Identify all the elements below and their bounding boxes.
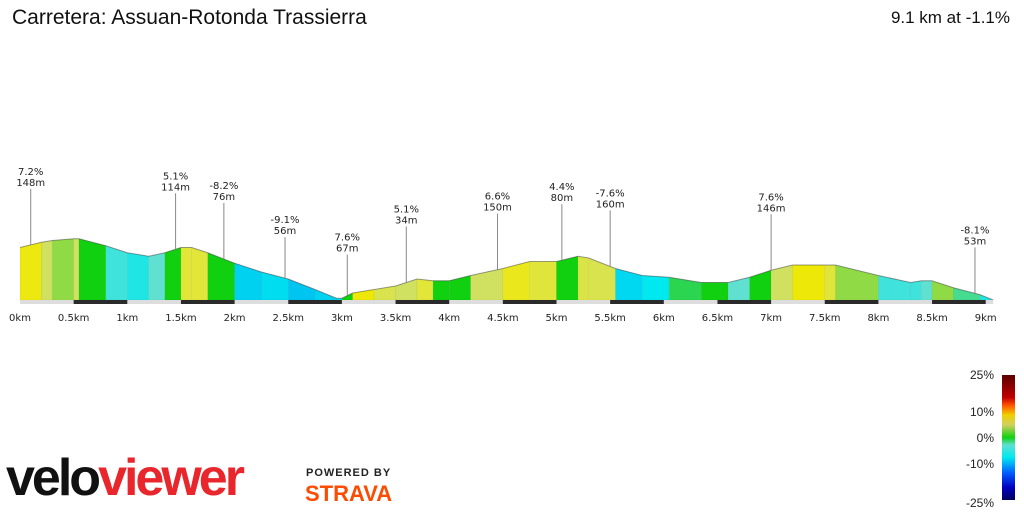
annotation-grade: 5.1% xyxy=(163,171,188,182)
profile-segment xyxy=(164,247,182,301)
distance-bar-band xyxy=(180,300,235,304)
profile-segment xyxy=(180,247,192,301)
profile-segment xyxy=(148,252,166,301)
x-tick-label: 2km xyxy=(224,313,246,324)
distance-bar-band xyxy=(288,300,342,304)
profile-segment xyxy=(127,252,150,301)
legend-label-neg25: -25% xyxy=(965,496,994,510)
profile-segment xyxy=(78,238,107,301)
annotation-grade: 6.6% xyxy=(485,192,510,203)
annotation-grade: 7.6% xyxy=(335,233,360,244)
x-tick-label: 6.5km xyxy=(702,313,733,324)
annotation-grade: -7.6% xyxy=(596,188,625,199)
distance-bar-band xyxy=(73,300,128,304)
annotation-elevation: 76m xyxy=(213,192,235,203)
legend-label-25: 25% xyxy=(969,368,994,382)
annotation-elevation: 34m xyxy=(395,216,417,227)
profile-segment xyxy=(416,278,434,301)
annotation-elevation: 80m xyxy=(551,193,573,204)
page-title: Carretera: Assuan-Rotonda Trassierra xyxy=(12,6,367,29)
x-tick-label: 0km xyxy=(9,313,31,324)
profile-segment xyxy=(588,257,616,301)
profile-segment xyxy=(470,268,504,301)
x-tick-label: 1.5km xyxy=(165,313,196,324)
profile-segment xyxy=(668,276,702,301)
profile-segment xyxy=(288,278,316,301)
profile-segment xyxy=(642,275,670,301)
profile-segment xyxy=(529,261,557,301)
x-tick-label: 3.5km xyxy=(380,313,411,324)
x-tick-label: 2.5km xyxy=(273,313,304,324)
annotation-grade: 4.4% xyxy=(549,182,574,193)
profile-outline xyxy=(19,238,994,301)
profile-segment xyxy=(921,280,933,301)
profile-segment xyxy=(615,268,643,301)
profile-segment xyxy=(701,282,729,301)
elevation-profile-chart: 0km 0.5km 1km 1.5km 2km 2.5km 3km 3.5km 4km 4.5km… xyxy=(9,167,997,324)
powered-by-label: POWERED BY xyxy=(306,467,392,479)
x-tick-label: 8.5km xyxy=(916,313,947,324)
annotation-elevation: 53m xyxy=(964,236,986,247)
annotation-grade: 7.6% xyxy=(758,192,783,203)
distance-bar-band xyxy=(610,300,664,304)
x-tick-label: 9km xyxy=(975,313,997,324)
distance-bar-band xyxy=(932,300,986,304)
route-summary: 9.1 km at -1.1% xyxy=(890,8,1010,27)
profile-segment xyxy=(41,240,53,301)
annotation-elevation: 160m xyxy=(596,199,625,210)
x-tick-label: 7.5km xyxy=(809,313,840,324)
profile-segment xyxy=(749,269,772,301)
profile-segment xyxy=(19,241,42,301)
annotation-grade: 5.1% xyxy=(394,205,419,216)
x-tick-label: 0.5km xyxy=(58,313,89,324)
x-tick-label: 6km xyxy=(653,313,675,324)
x-tick-label: 5km xyxy=(546,313,568,324)
profile-segment xyxy=(105,245,128,301)
distance-bar-band xyxy=(395,300,450,304)
profile-segment xyxy=(261,271,289,301)
annotation-grade: -8.1% xyxy=(960,225,989,236)
distance-bar-band xyxy=(502,300,557,304)
profile-segment xyxy=(234,262,262,301)
profile-segment xyxy=(792,264,825,301)
x-tick-label: 1km xyxy=(116,313,138,324)
profile-segment xyxy=(556,255,579,301)
x-tick-label: 7km xyxy=(760,313,782,324)
annotation-elevation: 150m xyxy=(483,203,512,214)
legend-label-0: 0% xyxy=(976,431,994,445)
strava-logo[interactable]: STRAVA xyxy=(305,481,393,506)
gradient-colorbar xyxy=(1002,375,1015,500)
annotation-grade: 7.2% xyxy=(18,167,43,178)
x-tick-label: 4km xyxy=(438,313,460,324)
profile-segment xyxy=(448,275,471,301)
profile-segment xyxy=(931,280,954,301)
x-tick-label: 4.5km xyxy=(487,313,518,324)
annotation-grade: -9.1% xyxy=(271,215,300,226)
profile-segment xyxy=(824,264,836,301)
x-tick-label: 3km xyxy=(331,313,353,324)
annotation-elevation: 67m xyxy=(336,244,358,255)
x-tick-label: 5.5km xyxy=(594,313,625,324)
annotation-grade: -8.2% xyxy=(209,181,238,192)
legend-label-neg10: -10% xyxy=(965,457,994,471)
distance-bar-band xyxy=(824,300,879,304)
annotation-elevation: 114m xyxy=(161,182,190,193)
legend-label-10: 10% xyxy=(969,405,994,419)
profile-segment xyxy=(770,264,793,301)
x-tick-label: 8km xyxy=(867,313,889,324)
profile-segment xyxy=(73,238,80,301)
profile-segment xyxy=(727,276,750,301)
profile-segment xyxy=(910,280,922,301)
profile-segment xyxy=(191,247,209,301)
profile-segment xyxy=(51,238,74,301)
profile-segment xyxy=(207,252,235,301)
profile-segment xyxy=(432,280,450,301)
distance-bar-band xyxy=(717,300,772,304)
veloviewer-logo[interactable]: veloviewer xyxy=(6,449,245,507)
annotation-elevation: 148m xyxy=(16,178,45,189)
profile-segment xyxy=(577,255,589,301)
annotation-elevation: 56m xyxy=(274,226,296,237)
annotation-elevation: 146m xyxy=(757,203,786,214)
